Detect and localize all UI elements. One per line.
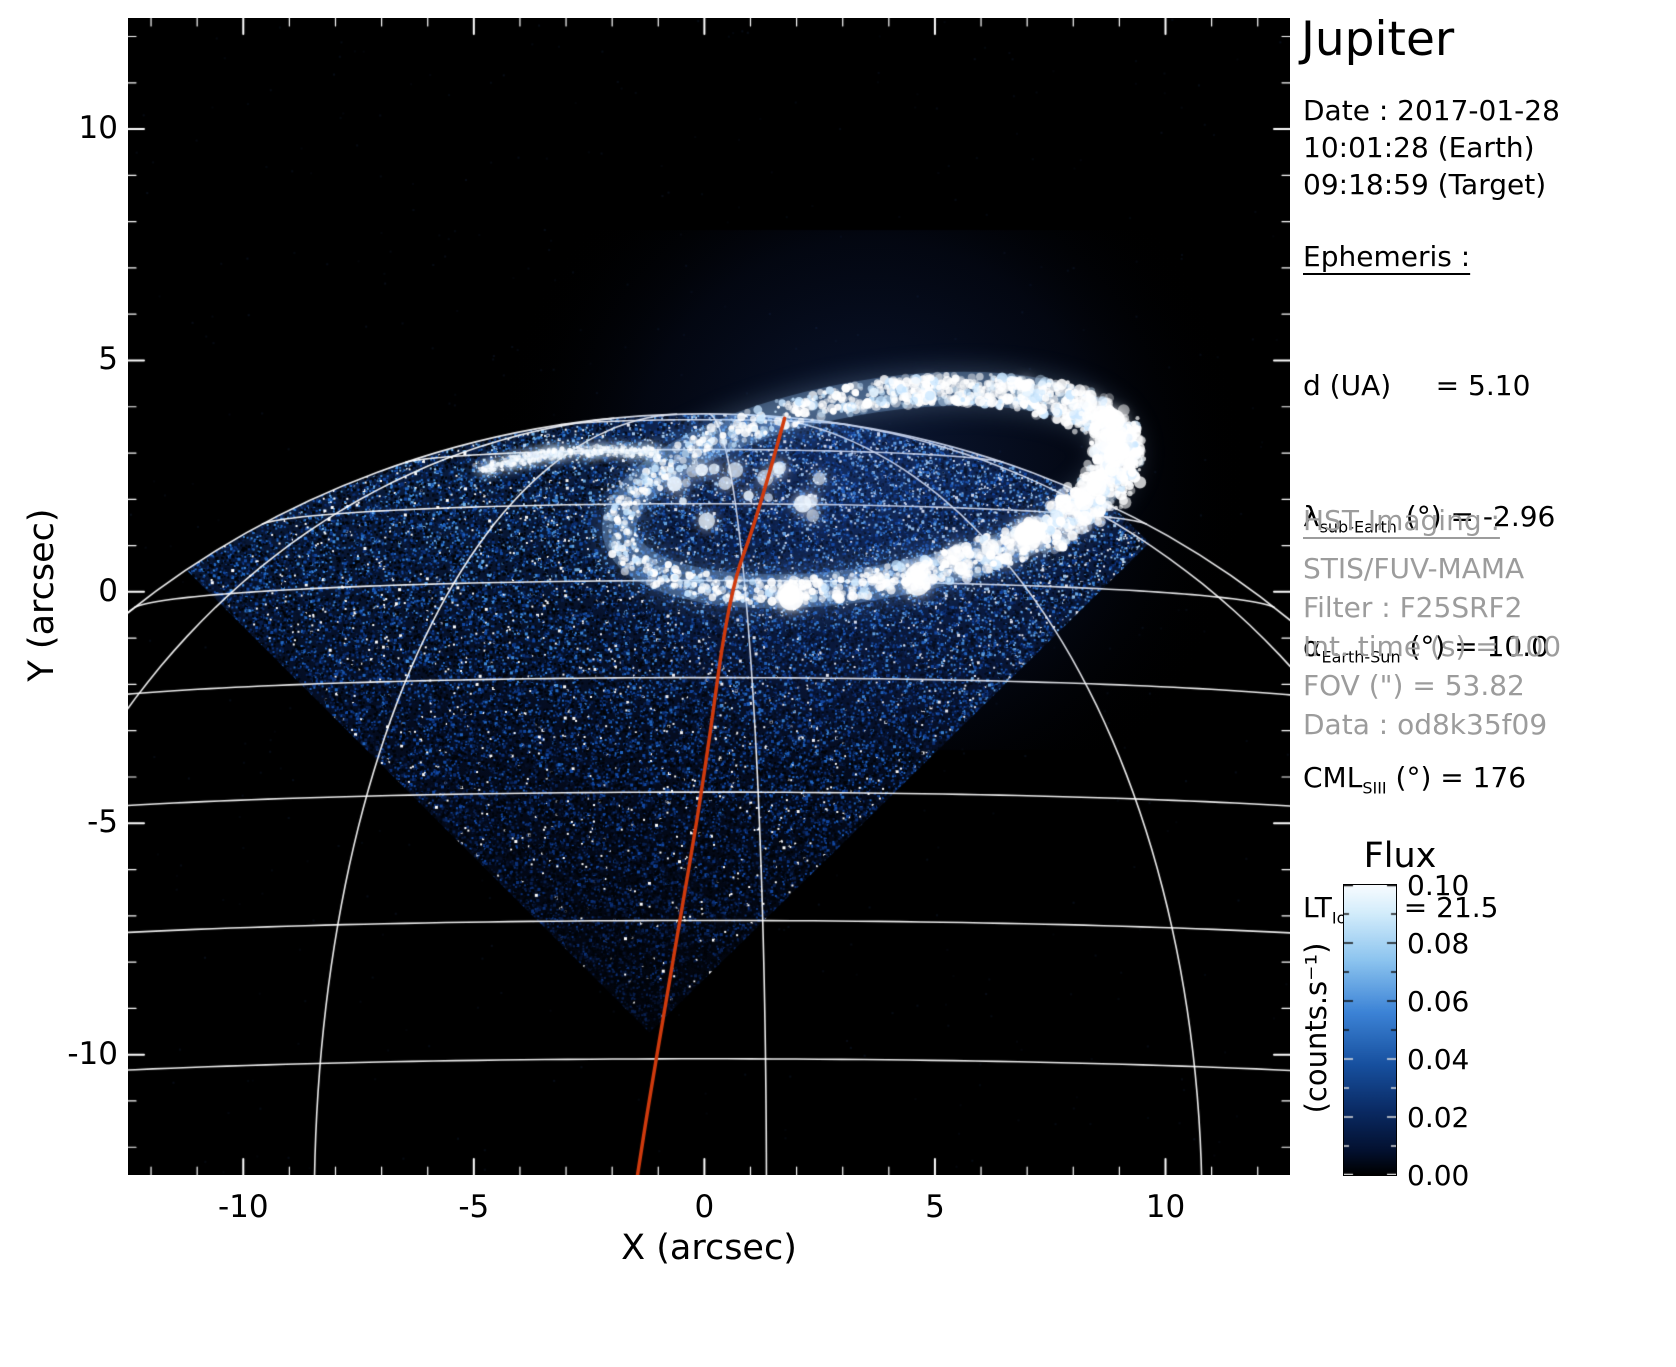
ephemeris-row: CMLSIII (°) = 176 <box>1303 758 1555 809</box>
x-axis-tick-label: -5 <box>419 1189 529 1225</box>
colorbar <box>1343 884 1397 1176</box>
ephemeris-row: d (UA) = 5.10 <box>1303 366 1555 417</box>
x-axis-title: X (arcsec) <box>128 1228 1290 1268</box>
hst-imaging-heading: HST Imaging : <box>1303 504 1500 537</box>
x-axis-tick-label: 0 <box>649 1189 759 1225</box>
y-axis-tick-label: -5 <box>28 804 118 840</box>
x-axis-tick-label: -10 <box>188 1189 298 1225</box>
y-axis-tick-label: 5 <box>28 341 118 377</box>
y-axis-tick-label: 10 <box>28 110 118 146</box>
y-axis-tick-label: -10 <box>28 1036 118 1072</box>
hst-row: Int. time (s) = 100 <box>1303 627 1561 666</box>
observation-date: Date : 2017-01-28 <box>1303 92 1560 129</box>
hst-row: FOV (") = 53.82 <box>1303 666 1561 705</box>
observation-time-target: 09:18:59 (Target) <box>1303 166 1560 203</box>
figure-page: -10 -5 0 5 10 10 5 0 -5 -10 X (arcsec) Y… <box>0 0 1676 1367</box>
colorbar-tick-label: 0.02 <box>1407 1101 1497 1134</box>
hst-imaging-block: STIS/FUV-MAMA Filter : F25SRF2 Int. time… <box>1303 549 1561 744</box>
x-axis-tick-label: 10 <box>1111 1189 1221 1225</box>
colorbar-unit-label: (counts.s⁻¹) <box>1299 943 1333 1114</box>
page-title: Jupiter <box>1301 12 1454 67</box>
observation-time-earth: 10:01:28 (Earth) <box>1303 129 1560 166</box>
colorbar-tick-label: 0.04 <box>1407 1043 1497 1076</box>
sky-map-canvas <box>128 18 1290 1175</box>
ephemeris-heading: Ephemeris : <box>1303 240 1470 273</box>
observation-block: Date : 2017-01-28 10:01:28 (Earth) 09:18… <box>1303 92 1560 203</box>
colorbar-tick-label: 0.06 <box>1407 985 1497 1018</box>
y-axis-title: Y (arcsec) <box>22 508 62 681</box>
hst-row: Filter : F25SRF2 <box>1303 588 1561 627</box>
hst-row: STIS/FUV-MAMA <box>1303 549 1561 588</box>
hst-row: Data : od8k35f09 <box>1303 705 1561 744</box>
colorbar-tick-label: 0.10 <box>1407 869 1497 902</box>
colorbar-tick-label: 0.00 <box>1407 1159 1497 1192</box>
colorbar-tick-label: 0.08 <box>1407 927 1497 960</box>
x-axis-tick-label: 5 <box>880 1189 990 1225</box>
